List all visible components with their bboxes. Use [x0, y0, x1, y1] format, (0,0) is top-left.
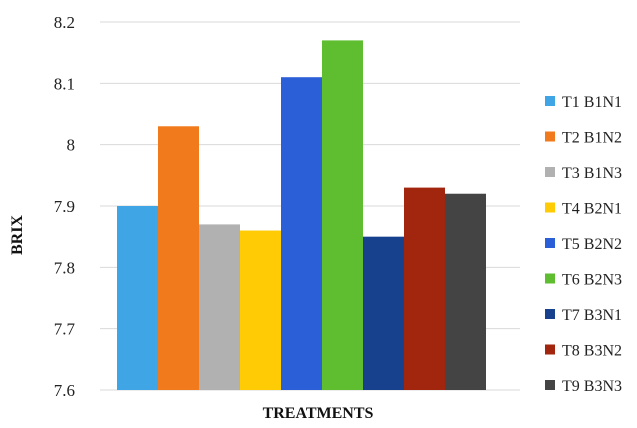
bar-t6-b2n3	[322, 40, 363, 391]
y-tick-label: 8.1	[54, 74, 75, 93]
bar-t3-b1n3	[199, 224, 240, 390]
legend-swatch	[545, 131, 555, 142]
bar-t5-b2n2	[281, 77, 322, 390]
y-tick-label: 7.9	[54, 197, 75, 216]
y-tick-label: 7.7	[54, 320, 76, 339]
legend-swatch	[545, 96, 555, 106]
bar-t9-b3n3	[445, 193, 486, 390]
bar-t1-b1n1	[117, 206, 158, 390]
bar-t4-b2n1	[240, 230, 281, 390]
legend-swatch	[545, 380, 555, 390]
y-tick-label: 7.6	[54, 381, 75, 400]
bars	[117, 40, 486, 391]
legend-label: T5 B2N2	[562, 236, 622, 253]
bar-t2-b1n2	[158, 126, 199, 391]
y-axis-label: BRIX	[9, 215, 26, 255]
legend-swatch	[545, 202, 555, 213]
legend-label: T2 B1N2	[562, 130, 622, 147]
legend-label: T4 B2N1	[562, 201, 622, 218]
bar-t7-b3n1	[363, 236, 404, 390]
legend-label: T6 B2N3	[562, 272, 622, 289]
legend-swatch	[545, 344, 555, 355]
legend-label: T8 B3N2	[562, 343, 622, 360]
legend: T1 B1N1 T2 B1N2 T3 B1N3 T4 B2N1 T5 B2N2 T6 B2…	[545, 94, 622, 395]
y-tick-label: 8	[67, 136, 76, 155]
legend-label: T3 B1N3	[562, 165, 622, 182]
bar-t8-b3n2	[404, 187, 445, 390]
legend-label: T7 B3N1	[562, 307, 622, 324]
legend-swatch	[545, 309, 555, 319]
legend-swatch	[545, 167, 555, 177]
y-tick-label: 8.2	[54, 13, 75, 32]
x-axis-label: TREATMENTS	[263, 405, 374, 422]
legend-swatch	[545, 273, 555, 284]
legend-label: T9 B3N3	[562, 378, 622, 395]
y-tick-label: 7.8	[54, 258, 75, 277]
y-tick-labels: 7.6 7.7 7.8 7.9 8 8.1 8.2	[54, 13, 76, 400]
legend-swatch	[545, 238, 555, 248]
legend-label: T1 B1N1	[562, 94, 622, 111]
